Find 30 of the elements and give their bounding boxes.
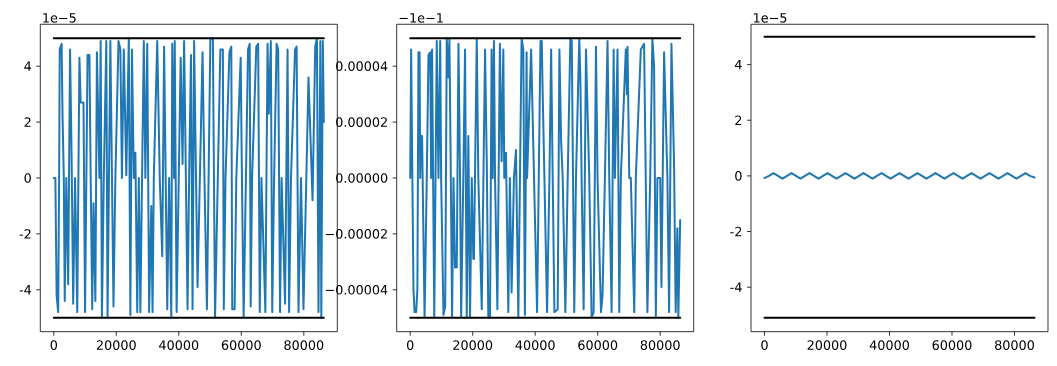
y-tick-label: 4 (24, 61, 32, 71)
text: 1e−5 (43, 13, 76, 23)
x-tick-label: 0 (406, 340, 414, 350)
x-tick-label: 40000 (869, 340, 909, 350)
x-tick-label: 40000 (159, 340, 199, 350)
x-tick-label: 0 (761, 340, 768, 350)
y-tick-label: 4 (734, 59, 742, 70)
x-tick-label: 20000 (96, 340, 136, 350)
y-tick-label: -2 (19, 229, 31, 239)
x-tick-label: 80000 (640, 340, 680, 350)
y-tick-label: -4 (19, 285, 32, 295)
y-tick-label: 0 (735, 171, 742, 181)
line-series (409, 37, 682, 319)
text: 1e−5 (754, 13, 787, 23)
x-tick-label: 60000 (578, 340, 618, 350)
y-tick-label: 2 (24, 117, 31, 127)
x-tick-label: 20000 (807, 340, 847, 350)
y-tick-label: -2 (730, 226, 742, 237)
y-tick-label: -4 (730, 282, 742, 292)
x-tick-label: 60000 (932, 340, 972, 350)
x-tick-label: 80000 (284, 340, 324, 350)
x-tick-label: 40000 (515, 340, 555, 350)
text: −1e−1 (399, 13, 443, 23)
x-tick-label: 0 (50, 340, 58, 350)
x-tick-label: 20000 (453, 340, 493, 350)
y-tick-label: 2 (735, 115, 742, 125)
y-tick-label: 0 (24, 173, 31, 183)
line-series (52, 37, 325, 319)
x-tick-label: 80000 (995, 340, 1034, 350)
x-tick-label: 60000 (221, 340, 261, 350)
